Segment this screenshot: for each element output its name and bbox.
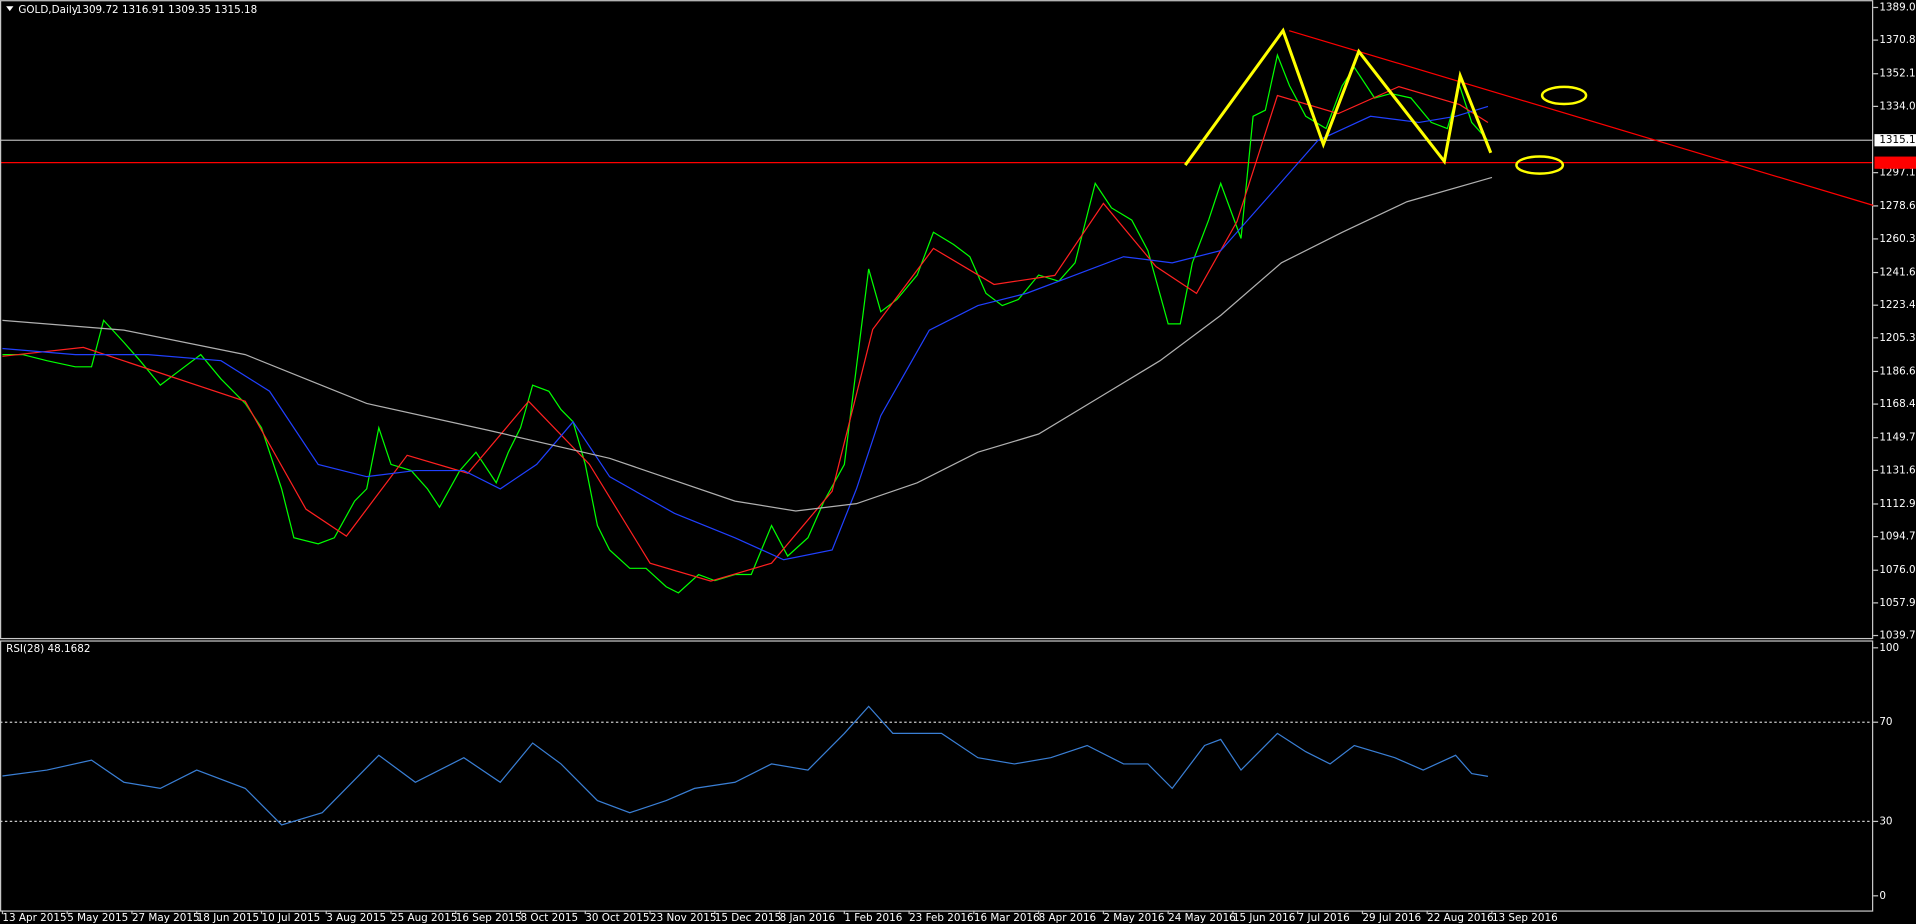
rsi-frame xyxy=(0,640,1874,912)
target-ellipse xyxy=(1515,155,1565,175)
y-tick-label: 1205.30 xyxy=(1879,332,1916,344)
y-tick-label: 1057.90 xyxy=(1879,597,1916,609)
x-tick-label: 22 Aug 2016 xyxy=(1427,912,1493,924)
x-tick-label: 18 Jun 2015 xyxy=(197,912,259,924)
y-tick-label: 1149.75 xyxy=(1879,432,1916,444)
x-tick-label: 25 Aug 2015 xyxy=(391,912,457,924)
series-line xyxy=(2,85,1489,582)
x-tick-label: 1 Feb 2016 xyxy=(844,912,902,924)
y-tick-label: 1334.00 xyxy=(1879,100,1916,112)
series-line xyxy=(2,705,1489,826)
last-price-label: 1315.18 xyxy=(1879,134,1916,146)
x-tick-label: 27 May 2015 xyxy=(132,912,200,924)
pattern-lines xyxy=(1184,27,1493,166)
y-tick-label: 1039.75 xyxy=(1879,630,1916,642)
main-frame xyxy=(0,0,1874,640)
y-tick-label: 100 xyxy=(1879,642,1899,654)
x-tick-label: 15 Dec 2015 xyxy=(715,912,781,924)
x-tick-label: 30 Oct 2015 xyxy=(585,912,649,924)
target-ellipse xyxy=(1540,85,1588,106)
x-tick-label: 23 Nov 2015 xyxy=(650,912,716,924)
x-tick-label: 16 Mar 2016 xyxy=(974,912,1040,924)
x-tick-label: 7 Jul 2016 xyxy=(1298,912,1350,924)
y-tick-label: 1223.45 xyxy=(1879,299,1916,311)
x-tick-label: 3 Aug 2015 xyxy=(326,912,386,924)
trend-line xyxy=(1288,30,1874,206)
main-panel: 1389.00 1370.85 1352.15 1334.00 1297.15 1278.… xyxy=(0,1,1916,642)
ohlc-text: 1309.72 1316.91 1309.35 1315.18 xyxy=(76,4,258,16)
y-tick-label: 1241.60 xyxy=(1879,267,1916,279)
x-tick-label: 5 May 2015 xyxy=(67,912,128,924)
y-tick-label: 1278.65 xyxy=(1879,200,1916,212)
x-tick-label: 8 Jan 2016 xyxy=(780,912,836,924)
rsi-panel: 100 70 30 0 xyxy=(0,642,1899,902)
y-tick-label: 1352.15 xyxy=(1879,68,1916,80)
y-tick-label: 1131.60 xyxy=(1879,464,1916,476)
x-tick-label: 8 Oct 2015 xyxy=(521,912,579,924)
y-tick-label: 1389.00 xyxy=(1879,1,1916,13)
support-tag xyxy=(1874,156,1916,169)
x-tick-label: 8 Apr 2016 xyxy=(1039,912,1097,924)
y-tick-label: 1260.30 xyxy=(1879,233,1916,245)
y-tick-label: 1370.85 xyxy=(1879,34,1916,46)
y-tick-label: 1094.75 xyxy=(1879,531,1916,543)
y-tick-label: 70 xyxy=(1879,716,1892,728)
x-tick-label: 2 May 2016 xyxy=(1103,912,1164,924)
x-tick-label: 23 Feb 2016 xyxy=(909,912,974,924)
series-line xyxy=(2,105,1489,561)
y-tick-label: 1297.15 xyxy=(1879,167,1916,179)
y-tick-label: 30 xyxy=(1879,815,1892,827)
chart-title: GOLD,Daily xyxy=(18,4,78,16)
x-tick-label: 13 Apr 2015 xyxy=(2,912,66,924)
y-tick-label: 1112.90 xyxy=(1879,498,1916,510)
y-tick-label: 1186.60 xyxy=(1879,365,1916,377)
y-tick-label: 1076.05 xyxy=(1879,564,1916,576)
x-tick-label: 13 Sep 2016 xyxy=(1492,912,1558,924)
series-line xyxy=(2,176,1493,512)
x-tick-label: 15 Jun 2016 xyxy=(1233,912,1295,924)
x-tick-label: 24 May 2016 xyxy=(1168,912,1236,924)
menu-arrow[interactable] xyxy=(6,6,14,12)
last-price-tag xyxy=(1874,134,1916,147)
y-tick-label: 1168.45 xyxy=(1879,398,1916,410)
rsi-title: RSI(28) 48.1682 xyxy=(6,643,90,655)
x-tick-label: 16 Sep 2015 xyxy=(456,912,522,924)
y-tick-label: 0 xyxy=(1879,890,1886,902)
x-tick-label: 10 Jul 2015 xyxy=(261,912,320,924)
x-tick-label: 29 Jul 2016 xyxy=(1362,912,1421,924)
